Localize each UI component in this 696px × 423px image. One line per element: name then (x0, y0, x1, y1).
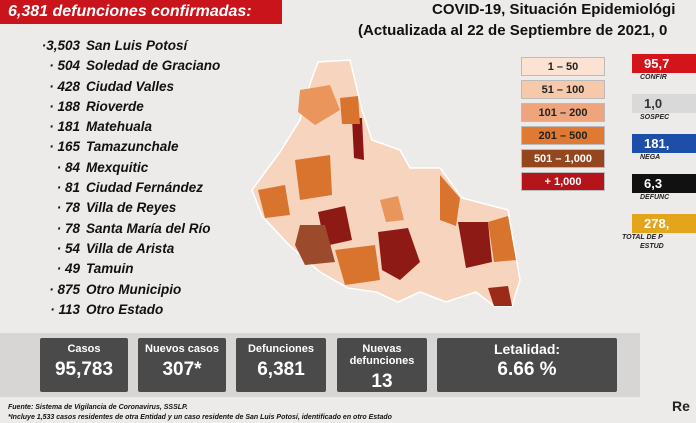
stat-value: 95,7 (632, 54, 696, 73)
summary-value: 95,783 (54, 359, 114, 380)
death-count: · 188 (49, 98, 80, 114)
summary-value: 6,381 (257, 359, 305, 380)
death-count: · 504 (49, 58, 80, 74)
summary-label: Nuevas defunciones (349, 343, 415, 367)
region (298, 85, 340, 125)
summary-label: Letalidad: (493, 341, 561, 357)
death-count: · 49 (56, 261, 80, 277)
stat-label: DEFUNC (640, 194, 670, 201)
title: COVID-19, Situación Epidemiológi (432, 1, 676, 18)
death-count: · 81 (56, 180, 80, 196)
summary-box: Nuevas defunciones 13 (337, 338, 427, 392)
municipality-name: San Luis Potosí (86, 38, 188, 53)
legend-item: 501 – 1,000 (521, 149, 605, 168)
list-row: · 504 Soledad de Graciano (6, 58, 220, 78)
summary-value: 6.66 % (497, 359, 557, 380)
headline: 6,381 defunciones confirmadas: (0, 0, 282, 24)
list-row: · 165 Tamazunchale (6, 139, 220, 159)
summary-value: 13 (371, 371, 393, 392)
municipality-name: Otro Estado (86, 301, 164, 317)
summary-value: 307* (162, 359, 202, 380)
death-count: · 78 (56, 220, 80, 236)
region (352, 118, 364, 160)
municipality-name: Soledad de Graciano (86, 58, 221, 74)
stat-label: CONFIR (640, 74, 667, 81)
stat-value: 6,3 (632, 174, 696, 193)
stat-label: NEGA (640, 154, 661, 161)
list-row: · 188 Rioverde (6, 99, 220, 119)
list-row: · 78 Villa de Reyes (6, 200, 220, 220)
municipality-name: Villa de Arista (86, 240, 175, 256)
death-count: · 181 (49, 119, 80, 135)
stat-value: 181, (632, 134, 696, 153)
summary-label: Casos (67, 343, 101, 355)
municipality-name: Matehuala (86, 119, 153, 135)
region (458, 222, 492, 268)
region (258, 185, 290, 218)
source: Fuente: Sistema de Vigilancia de Coronav… (8, 404, 188, 411)
region (488, 286, 512, 306)
municipality-name: Ciudad Fernández (86, 180, 204, 196)
list-row: · 81 Ciudad Fernández (6, 180, 220, 200)
region (378, 228, 420, 280)
summary-box: Letalidad: 6.66 % (437, 338, 617, 392)
legend-item: 101 – 200 (521, 103, 605, 122)
legend-item: 1 – 50 (521, 57, 605, 76)
list-row: · 875 Otro Municipio (6, 282, 220, 302)
list-row: ·3,503 San Luis Potosí (6, 38, 220, 58)
note: *Incluye 1,533 casos residentes de otra … (8, 414, 392, 421)
subtitle: (Actualizada al 22 de Septiembre de 2021… (358, 22, 668, 39)
municipality-name: Otro Municipio (86, 281, 182, 297)
list-row: · 428 Ciudad Valles (6, 79, 220, 99)
list-row: · 49 Tamuin (6, 261, 220, 281)
municipality-name: Santa María del Río (86, 220, 211, 236)
stat-value: 1,0 (632, 94, 696, 113)
region (488, 216, 516, 262)
death-count: · 113 (50, 301, 80, 317)
region (295, 225, 335, 265)
death-count: ·3,503 (41, 38, 80, 53)
region (380, 196, 404, 222)
municipality-name: Mexquitic (86, 159, 149, 175)
death-count: · 165 (49, 139, 80, 155)
municipality-name: Rioverde (86, 98, 144, 114)
municipality-name: Tamazunchale (86, 139, 179, 155)
summary-box: Defunciones 6,381 (236, 338, 326, 392)
municipality-name: Ciudad Valles (86, 78, 175, 94)
list-row: · 181 Matehuala (6, 119, 220, 139)
list-row: · 113 Otro Estado (6, 302, 220, 322)
death-count: · 78 (56, 200, 80, 216)
legend-item: 201 – 500 (521, 126, 605, 145)
region (340, 96, 360, 124)
legend-item: 51 – 100 (521, 80, 605, 99)
death-count: · 428 (49, 78, 80, 94)
region (295, 155, 332, 200)
list-row: · 54 Villa de Arista (6, 241, 220, 261)
list-row: · 84 Mexquitic (6, 160, 220, 180)
stat-value: 278, (632, 214, 696, 233)
summary-box: Casos 95,783 (40, 338, 128, 392)
stat-label: ESTUD (640, 243, 664, 250)
municipality-name: Villa de Reyes (86, 200, 177, 216)
municipality-name: Tamuin (86, 261, 134, 277)
corner-text: Re (672, 398, 690, 414)
summary-label: Defunciones (247, 343, 314, 355)
stat-label: SOSPEC (640, 114, 670, 121)
death-count: · 54 (56, 240, 80, 256)
summary-label: Nuevos casos (145, 343, 219, 355)
list-row: · 78 Santa María del Río (6, 221, 220, 241)
summary-box: Nuevos casos 307* (138, 338, 226, 392)
death-count: · 84 (56, 159, 80, 175)
stat-label: TOTAL DE P (622, 234, 663, 241)
municipality-list: ·3,503 San Luis Potosí · 504 Soledad de Gra… (6, 38, 221, 322)
death-count: · 875 (49, 281, 80, 297)
legend-item: + 1,000 (521, 172, 605, 191)
region (440, 175, 460, 226)
region (335, 245, 380, 285)
